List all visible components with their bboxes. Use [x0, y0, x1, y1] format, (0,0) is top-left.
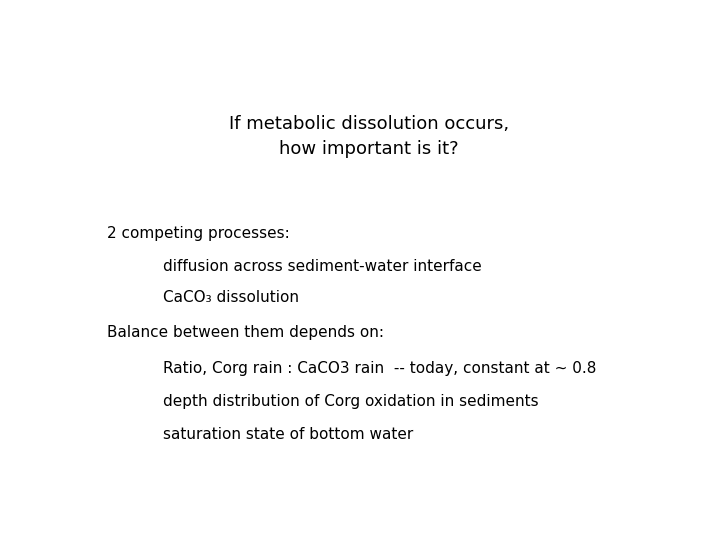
Text: CaCO₃ dissolution: CaCO₃ dissolution — [163, 290, 299, 305]
Text: Ratio, Corg rain : CaCO3 rain  -- today, constant at ~ 0.8: Ratio, Corg rain : CaCO3 rain -- today, … — [163, 361, 596, 376]
Text: If metabolic dissolution occurs,
how important is it?: If metabolic dissolution occurs, how imp… — [229, 114, 509, 158]
Text: Balance between them depends on:: Balance between them depends on: — [107, 326, 384, 341]
Text: depth distribution of Corg oxidation in sediments: depth distribution of Corg oxidation in … — [163, 394, 538, 409]
Text: 2 competing processes:: 2 competing processes: — [107, 226, 289, 241]
Text: diffusion across sediment-water interface: diffusion across sediment-water interfac… — [163, 259, 481, 274]
Text: saturation state of bottom water: saturation state of bottom water — [163, 427, 413, 442]
